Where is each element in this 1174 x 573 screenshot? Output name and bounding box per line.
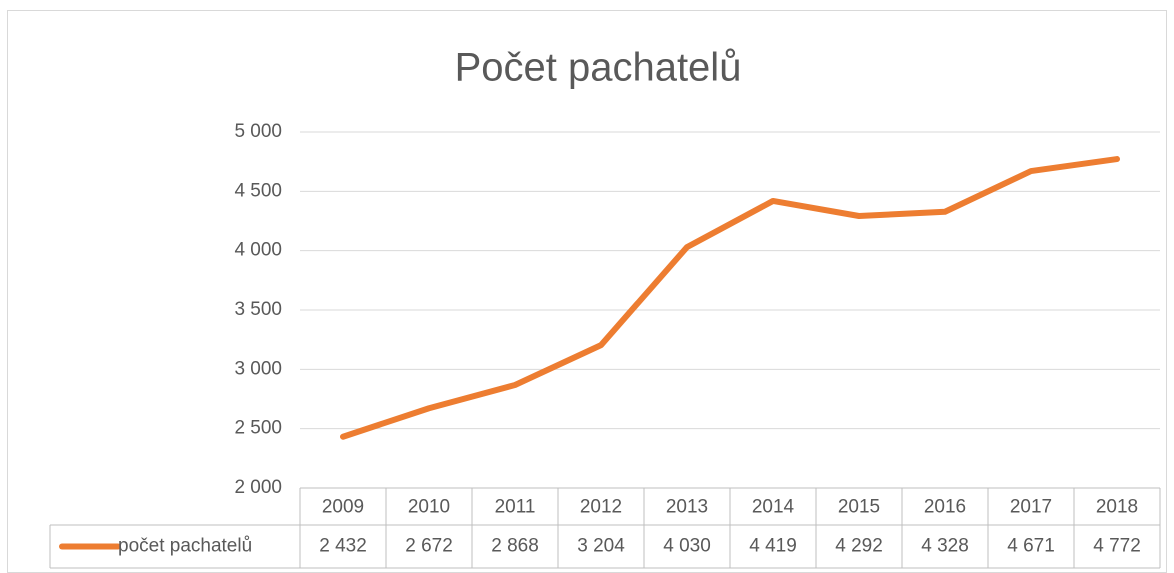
- legend-label: počet pachatelů: [118, 536, 252, 557]
- table-value: 4 772: [1093, 536, 1141, 557]
- table-value: 2 432: [319, 536, 367, 557]
- y-tick-label: 2 000: [234, 477, 282, 498]
- x-tick-label: 2017: [1010, 497, 1052, 518]
- x-tick-label: 2014: [752, 497, 795, 518]
- table-value: 4 030: [663, 536, 711, 557]
- x-tick-label: 2012: [580, 497, 622, 518]
- series-line: [340, 156, 1120, 440]
- table-value: 2 672: [405, 536, 453, 557]
- x-tick-label: 2015: [838, 497, 880, 518]
- chart-title: Počet pachatelů: [455, 46, 742, 90]
- y-tick-label: 3 000: [234, 358, 282, 379]
- table-value: 4 419: [749, 536, 797, 557]
- table-value: 4 328: [921, 536, 969, 557]
- table-value: 4 671: [1007, 536, 1055, 557]
- y-tick-label: 4 000: [234, 240, 282, 261]
- y-tick-label: 5 000: [234, 121, 282, 142]
- x-tick-label: 2018: [1096, 497, 1138, 518]
- y-tick-label: 4 500: [234, 180, 282, 201]
- x-tick-label: 2011: [495, 497, 536, 518]
- table-value: 3 204: [577, 536, 625, 557]
- chart-frame: [7, 10, 1167, 573]
- x-tick-label: 2009: [322, 497, 364, 518]
- table-value: 2 868: [491, 536, 539, 557]
- x-tick-label: 2016: [924, 497, 966, 518]
- y-tick-label: 3 500: [234, 299, 282, 320]
- x-tick-label: 2010: [408, 497, 450, 518]
- table-value: 4 292: [835, 536, 883, 557]
- x-tick-label: 2013: [666, 497, 708, 518]
- y-tick-label: 2 500: [234, 418, 282, 439]
